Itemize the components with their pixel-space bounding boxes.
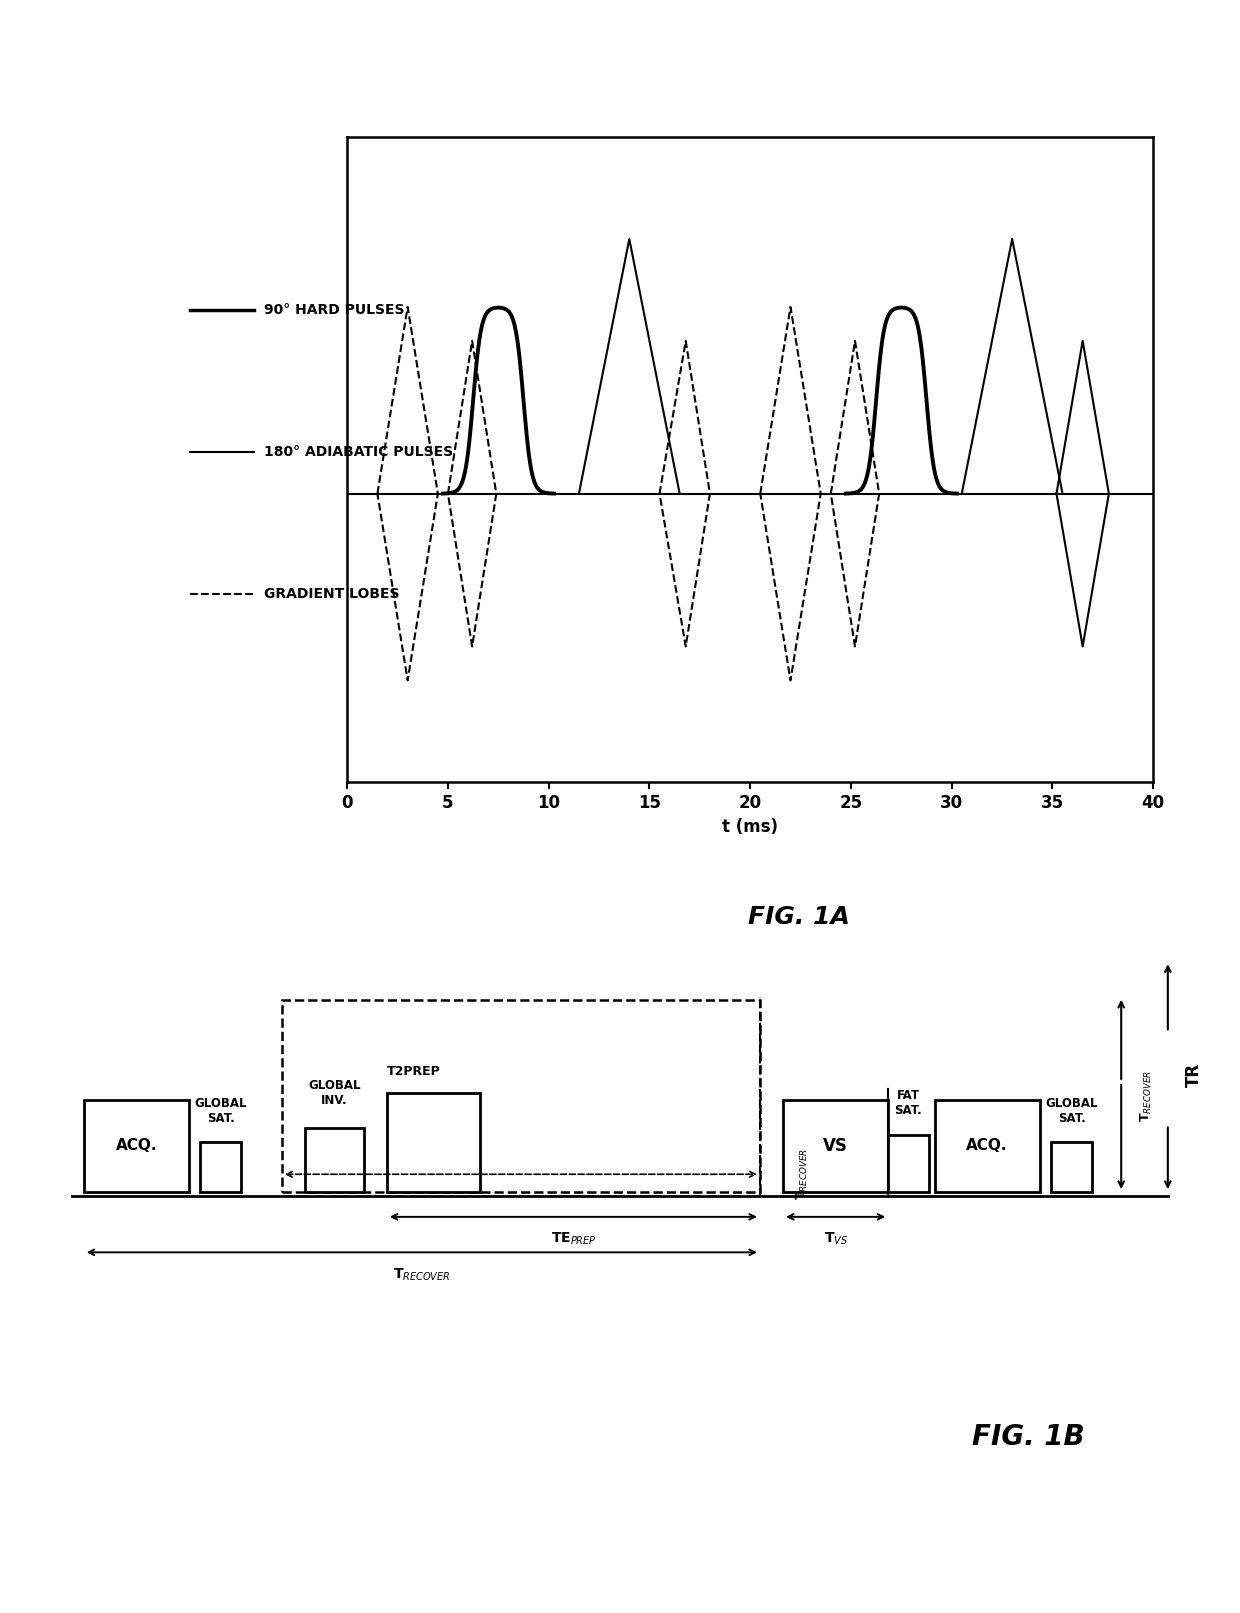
Text: FAT
SAT.: FAT SAT. xyxy=(894,1089,923,1118)
Bar xyxy=(281,1000,760,1192)
Text: TE$_{PREP}$: TE$_{PREP}$ xyxy=(551,1231,596,1247)
Text: GLOBAL
INV.: GLOBAL INV. xyxy=(309,1079,361,1107)
Text: VS: VS xyxy=(823,1137,848,1155)
Text: GLOBAL
SAT.: GLOBAL SAT. xyxy=(1045,1097,1097,1124)
X-axis label: t (ms): t (ms) xyxy=(722,818,779,836)
Text: 90° HARD PULSES: 90° HARD PULSES xyxy=(264,303,404,316)
Bar xyxy=(888,1136,929,1192)
Text: FIG. 1B: FIG. 1B xyxy=(972,1423,1084,1450)
Bar xyxy=(201,1142,241,1192)
Text: 180° ADIABATIC PULSES: 180° ADIABATIC PULSES xyxy=(264,445,453,458)
Bar xyxy=(784,1100,888,1192)
Text: T$_{VS}$: T$_{VS}$ xyxy=(823,1231,848,1247)
Text: TR: TR xyxy=(1185,1063,1203,1087)
Text: T$_{RECOVER}$: T$_{RECOVER}$ xyxy=(795,1148,810,1200)
Text: GRADIENT LOBES: GRADIENT LOBES xyxy=(264,587,399,600)
Text: T2PREP: T2PREP xyxy=(387,1066,440,1079)
Text: FIG. 1A: FIG. 1A xyxy=(748,905,849,929)
Bar xyxy=(387,1092,480,1192)
Text: T$_{RECOVER}$: T$_{RECOVER}$ xyxy=(393,1266,450,1282)
Bar xyxy=(935,1100,1039,1192)
Text: ACQ.: ACQ. xyxy=(115,1139,157,1153)
Bar xyxy=(84,1100,188,1192)
Bar xyxy=(1052,1142,1092,1192)
Text: T$_{RECOVER}$: T$_{RECOVER}$ xyxy=(1138,1069,1153,1123)
Bar xyxy=(305,1127,363,1192)
Text: ACQ.: ACQ. xyxy=(966,1139,1008,1153)
Text: GLOBAL
SAT.: GLOBAL SAT. xyxy=(195,1097,247,1124)
